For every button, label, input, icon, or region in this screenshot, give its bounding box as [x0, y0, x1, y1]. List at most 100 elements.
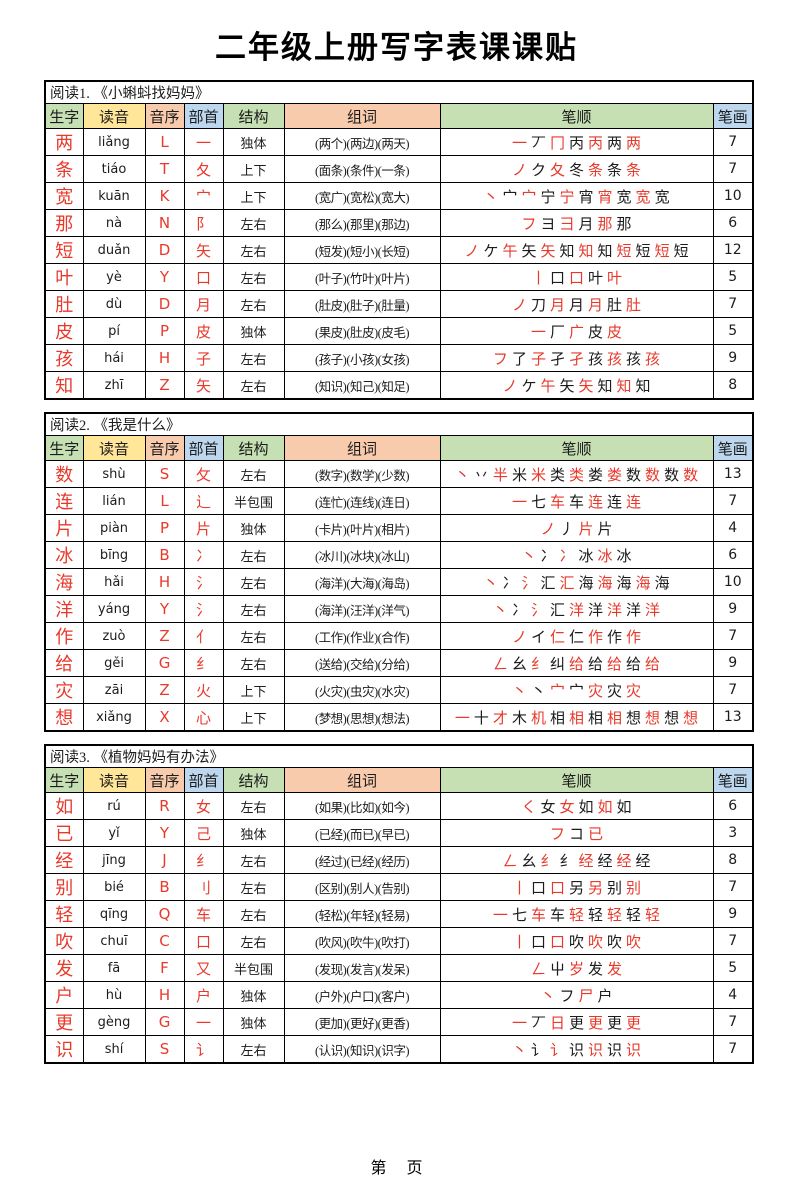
- structure-cell: 左右: [222, 846, 285, 874]
- stroke-step: 轻: [607, 907, 623, 924]
- stroke-step: 两: [626, 135, 642, 152]
- table-row: 短 duǎn D 矢左右 (短发)(短小)(长短) ノケ午矢矢知知知短短短短 12: [44, 236, 754, 264]
- stroke-step: ノ: [511, 297, 527, 314]
- table-row: 识 shí S 讠左右 (认识)(知识)(识字) 丶讠讠识识识识 7: [44, 1035, 754, 1064]
- stroke-step: 车: [549, 494, 565, 511]
- stroke-count-cell: 12: [712, 236, 754, 264]
- alphabetic-order-cell: S: [144, 460, 185, 488]
- stroke-step: 数: [683, 467, 699, 484]
- table-row: 知 zhī Z 矢左右 (知识)(知己)(知足) ノケ午矢矢知知知 8: [44, 371, 754, 400]
- stroke-step: 给: [568, 656, 584, 673]
- table-row: 数 shù S 攵左右 (数字)(数学)(少数) 丶丷半米米类类娄娄数数数数 13: [44, 460, 754, 488]
- stroke-step: 口: [530, 934, 546, 951]
- stroke-order-cell: ノ刀月月月肚肚: [439, 290, 714, 318]
- radical-cell: 刂: [183, 873, 224, 901]
- stroke-step: 更: [568, 1015, 584, 1032]
- stroke-count-cell: 7: [712, 128, 754, 156]
- radical-cell: 一: [183, 1008, 224, 1036]
- radical-cell: 又: [183, 954, 224, 982]
- stroke-count-cell: 7: [712, 676, 754, 704]
- stroke-step: 更: [588, 1015, 604, 1032]
- character-cell: 孩: [44, 344, 84, 372]
- pinyin-cell: dù: [82, 290, 146, 318]
- reading-tables: 阅读1. 《小蝌蚪找妈妈》 生字 读音 音序 部首 结构 组词 笔顺 笔画两 liǎng L 一独体(…: [0, 80, 793, 1064]
- stroke-step: 丶: [492, 602, 508, 619]
- character-cell: 那: [44, 209, 84, 237]
- character-cell: 片: [44, 514, 84, 542]
- stroke-order-cell: 一丆冂丙丙两两: [439, 128, 714, 156]
- column-header: 音序: [144, 767, 185, 793]
- stroke-count-cell: 7: [712, 1035, 754, 1064]
- character-cell: 户: [44, 981, 84, 1009]
- stroke-step: 作: [607, 629, 623, 646]
- stroke-order-cell: 丨口口另另别别: [439, 873, 714, 901]
- stroke-step: 轻: [645, 907, 661, 924]
- column-header: 生字: [44, 103, 84, 129]
- stroke-step: 发: [607, 961, 623, 978]
- radical-cell: 皮: [183, 317, 224, 345]
- stroke-step: 洋: [645, 602, 661, 619]
- pinyin-cell: bīng: [82, 541, 146, 569]
- structure-cell: 上下: [222, 703, 285, 732]
- stroke-step: 更: [607, 1015, 623, 1032]
- words-cell: (冰川)(冰块)(冰山): [283, 541, 441, 569]
- stroke-step: 车: [530, 907, 546, 924]
- alphabetic-order-cell: P: [144, 317, 185, 345]
- stroke-step: フ: [492, 351, 508, 368]
- stroke-step: 宽: [616, 189, 632, 206]
- column-header: 笔画: [712, 435, 754, 461]
- stroke-step: ケ: [483, 243, 499, 260]
- pinyin-cell: hái: [82, 344, 146, 372]
- stroke-count-cell: 7: [712, 1008, 754, 1036]
- stroke-step: ク: [530, 162, 546, 179]
- radical-cell: 女: [183, 792, 224, 820]
- stroke-order-cell: ノイ仁仁作作作: [439, 622, 714, 650]
- reading-table-3: 阅读3. 《植物妈妈有办法》 生字 读音 音序 部首 结构 组词 笔顺 笔画如 rú R 女左右 (如果…: [44, 744, 754, 1064]
- column-header: 组词: [283, 435, 441, 461]
- alphabetic-order-cell: Z: [144, 371, 185, 400]
- stroke-step: 发: [588, 961, 604, 978]
- stroke-order-cell: 丶丷半米米类类娄娄数数数数: [439, 460, 714, 488]
- alphabetic-order-cell: F: [144, 954, 185, 982]
- stroke-step: 子: [530, 351, 546, 368]
- stroke-step: 相: [607, 710, 623, 727]
- alphabetic-order-cell: G: [144, 1008, 185, 1036]
- stroke-step: フ: [521, 216, 537, 233]
- structure-cell: 左右: [222, 792, 285, 820]
- stroke-step: 给: [588, 656, 604, 673]
- table-row: 轻 qīng Q 车左右 (轻松)(年轻)(轻易) 一七车车轻轻轻轻轻 9: [44, 900, 754, 928]
- table-row: 片 piàn P 片独体 (卡片)(叶片)(相片) ノ丿片片 4: [44, 514, 754, 542]
- stroke-step: ㄥ: [502, 853, 518, 870]
- column-header: 笔顺: [439, 103, 714, 129]
- stroke-step: 丶: [511, 1042, 527, 1059]
- column-header: 笔顺: [439, 435, 714, 461]
- words-cell: (肚皮)(肚子)(肚量): [283, 290, 441, 318]
- stroke-step: 冰: [578, 548, 594, 565]
- stroke-step: 仁: [549, 629, 565, 646]
- stroke-step: 相: [568, 710, 584, 727]
- radical-cell: 口: [183, 927, 224, 955]
- stroke-count-cell: 7: [712, 622, 754, 650]
- stroke-count-cell: 13: [712, 460, 754, 488]
- table-row: 条 tiáo T 夂上下 (面条)(条件)(一条) ノク夂冬条条条 7: [44, 155, 754, 183]
- radical-cell: 户: [183, 981, 224, 1009]
- column-header: 组词: [283, 767, 441, 793]
- words-cell: (知识)(知己)(知足): [283, 371, 441, 400]
- stroke-order-cell: 丶宀宀宁宁宵宵宽宽宽: [439, 182, 714, 210]
- stroke-order-cell: 丨口口叶叶: [439, 263, 714, 291]
- stroke-step: 知: [559, 243, 575, 260]
- stroke-step: 宀: [521, 189, 537, 206]
- stroke-count-cell: 6: [712, 541, 754, 569]
- radical-cell: 亻: [183, 622, 224, 650]
- alphabetic-order-cell: K: [144, 182, 185, 210]
- stroke-step: 如: [616, 799, 632, 816]
- table-row: 已 yǐ Y 己独体 (已经)(而已)(早已) フコ已 3: [44, 819, 754, 847]
- radical-cell: 氵: [183, 595, 224, 623]
- table-row: 经 jīng J 纟左右 (经过)(已经)(经历) ㄥ幺纟纟经经经经 8: [44, 846, 754, 874]
- stroke-step: 孩: [588, 351, 604, 368]
- stroke-count-cell: 8: [712, 846, 754, 874]
- alphabetic-order-cell: S: [144, 1035, 185, 1064]
- stroke-step: 一: [511, 494, 527, 511]
- stroke-step: 海: [578, 575, 594, 592]
- words-cell: (吹风)(吹牛)(吹打): [283, 927, 441, 955]
